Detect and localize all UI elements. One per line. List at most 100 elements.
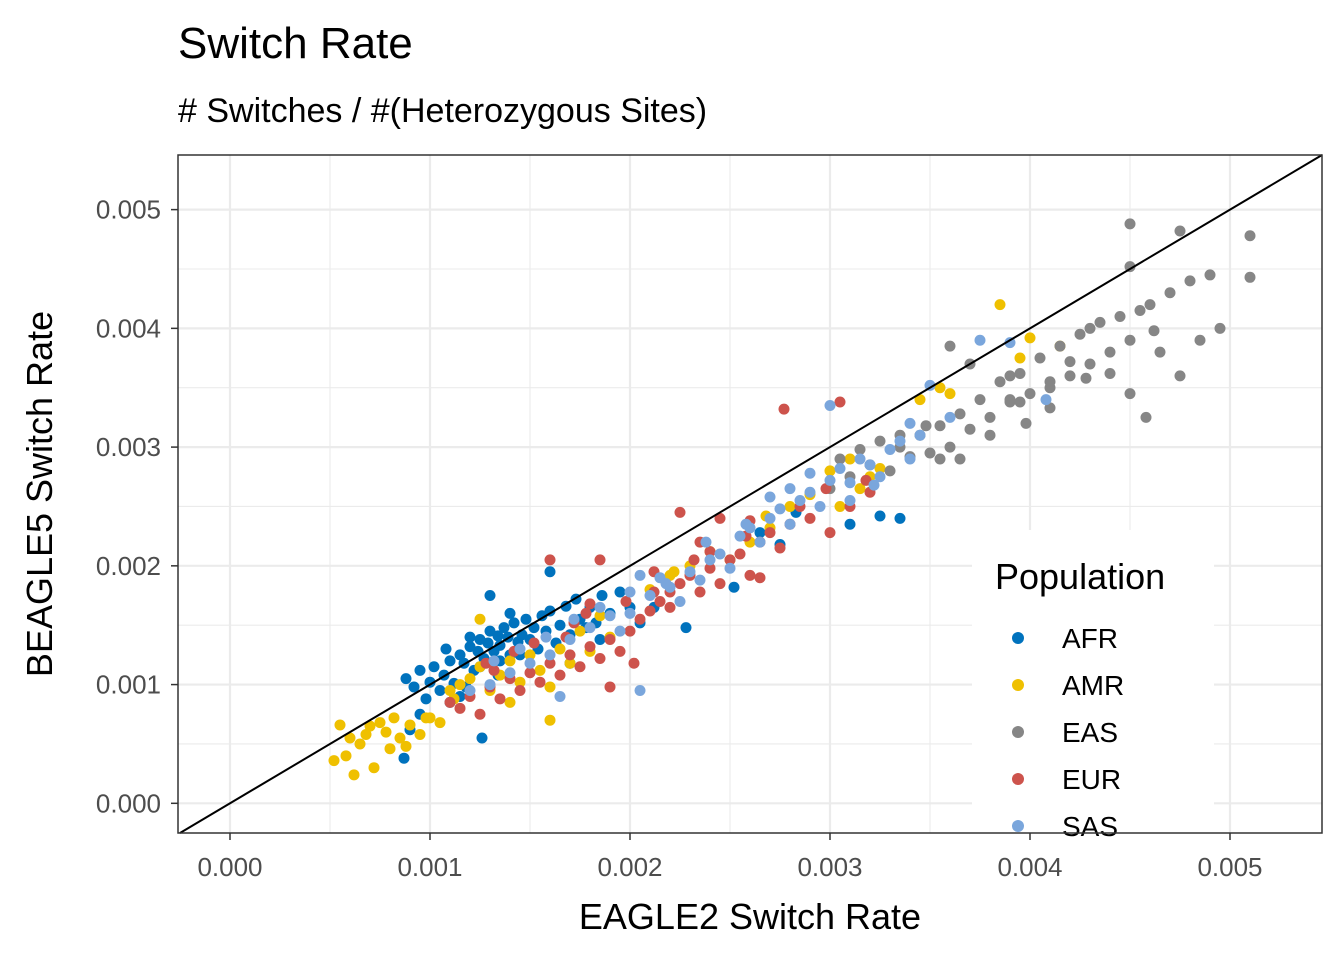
- point-eas: [834, 453, 846, 465]
- point-afr: [614, 586, 626, 598]
- point-eas: [1204, 269, 1216, 281]
- point-eur: [744, 569, 756, 581]
- point-sas: [774, 503, 786, 515]
- point-amr: [874, 462, 886, 474]
- point-amr: [474, 613, 486, 625]
- point-amr: [944, 388, 956, 400]
- point-afr: [874, 510, 886, 522]
- point-eur: [574, 661, 586, 673]
- point-eas: [1054, 340, 1066, 352]
- point-sas: [504, 667, 516, 679]
- point-eur: [514, 685, 526, 697]
- point-eas: [1124, 334, 1136, 346]
- point-eur: [804, 512, 816, 524]
- point-eur: [594, 554, 606, 566]
- point-amr: [434, 717, 446, 729]
- point-sas: [624, 607, 636, 619]
- point-sas: [484, 679, 496, 691]
- y-tick-label: 0.003: [96, 432, 161, 462]
- point-eur: [664, 601, 676, 613]
- point-eas: [1124, 261, 1136, 273]
- point-eur: [604, 633, 616, 645]
- point-sas: [1004, 337, 1016, 349]
- point-afr: [400, 673, 412, 685]
- point-eas: [974, 394, 986, 406]
- legend-key-amr: [1012, 679, 1024, 691]
- point-sas: [464, 685, 476, 697]
- point-sas: [784, 483, 796, 495]
- point-eas: [1104, 367, 1116, 379]
- point-amr: [334, 719, 346, 731]
- point-amr: [394, 732, 406, 744]
- legend-key-eas: [1012, 726, 1024, 738]
- legend-items: AFR AMR EAS EUR SAS: [1012, 623, 1124, 842]
- point-sas: [524, 657, 536, 669]
- point-sas: [660, 578, 672, 590]
- point-eur: [534, 676, 546, 688]
- point-sas: [844, 477, 856, 489]
- point-eas: [1174, 225, 1186, 237]
- point-sas: [844, 495, 856, 507]
- point-afr: [476, 732, 488, 744]
- point-afr: [398, 752, 410, 764]
- point-amr: [504, 655, 516, 667]
- point-eur: [704, 562, 716, 574]
- point-eur: [688, 554, 700, 566]
- point-eas: [1024, 388, 1036, 400]
- x-tick-label: 0.004: [997, 852, 1062, 882]
- chart-title: Switch Rate: [178, 19, 413, 68]
- point-sas: [854, 453, 866, 465]
- point-eas: [1034, 352, 1046, 364]
- point-eas: [1074, 328, 1086, 340]
- point-sas: [804, 467, 816, 479]
- point-afr: [594, 633, 606, 645]
- point-afr: [498, 622, 510, 634]
- point-eur: [764, 527, 776, 539]
- point-sas: [674, 595, 686, 607]
- point-amr: [504, 696, 516, 708]
- legend-key-afr: [1012, 632, 1024, 644]
- point-afr: [484, 590, 496, 602]
- point-sas: [594, 601, 606, 613]
- point-eur: [524, 667, 536, 679]
- legend-title: Population: [995, 556, 1165, 597]
- point-afr: [494, 639, 506, 651]
- point-eur: [634, 613, 646, 625]
- legend-label-sas: SAS: [1062, 811, 1118, 842]
- point-eas: [984, 429, 996, 441]
- point-amr: [844, 453, 856, 465]
- point-eas: [1014, 396, 1026, 408]
- point-afr: [434, 685, 446, 697]
- point-eas: [944, 340, 956, 352]
- point-sas: [684, 566, 696, 578]
- point-eur: [644, 605, 656, 617]
- y-tick-label: 0.005: [96, 195, 161, 225]
- x-tick-label: 0.002: [597, 852, 662, 882]
- point-eas: [1174, 370, 1186, 382]
- point-amr: [404, 719, 416, 731]
- point-afr: [414, 664, 426, 676]
- point-sas: [734, 530, 746, 542]
- point-eur: [694, 586, 706, 598]
- point-afr: [536, 610, 548, 622]
- point-amr: [464, 673, 476, 685]
- point-sas: [784, 518, 796, 530]
- point-sas: [874, 471, 886, 483]
- point-afr: [482, 637, 494, 649]
- point-eas: [1044, 376, 1056, 388]
- point-amr: [364, 720, 376, 732]
- point-eas: [1140, 411, 1152, 423]
- point-sas: [540, 631, 552, 643]
- point-sas: [754, 536, 766, 548]
- point-amr: [594, 610, 606, 622]
- point-amr: [784, 500, 796, 512]
- point-eur: [494, 693, 506, 705]
- point-eur: [860, 474, 872, 486]
- point-afr: [484, 625, 496, 637]
- point-sas: [634, 569, 646, 581]
- point-eas: [1144, 299, 1156, 311]
- point-afr: [420, 693, 432, 705]
- point-eur: [544, 554, 556, 566]
- point-eur: [474, 708, 486, 720]
- point-eur: [674, 506, 686, 518]
